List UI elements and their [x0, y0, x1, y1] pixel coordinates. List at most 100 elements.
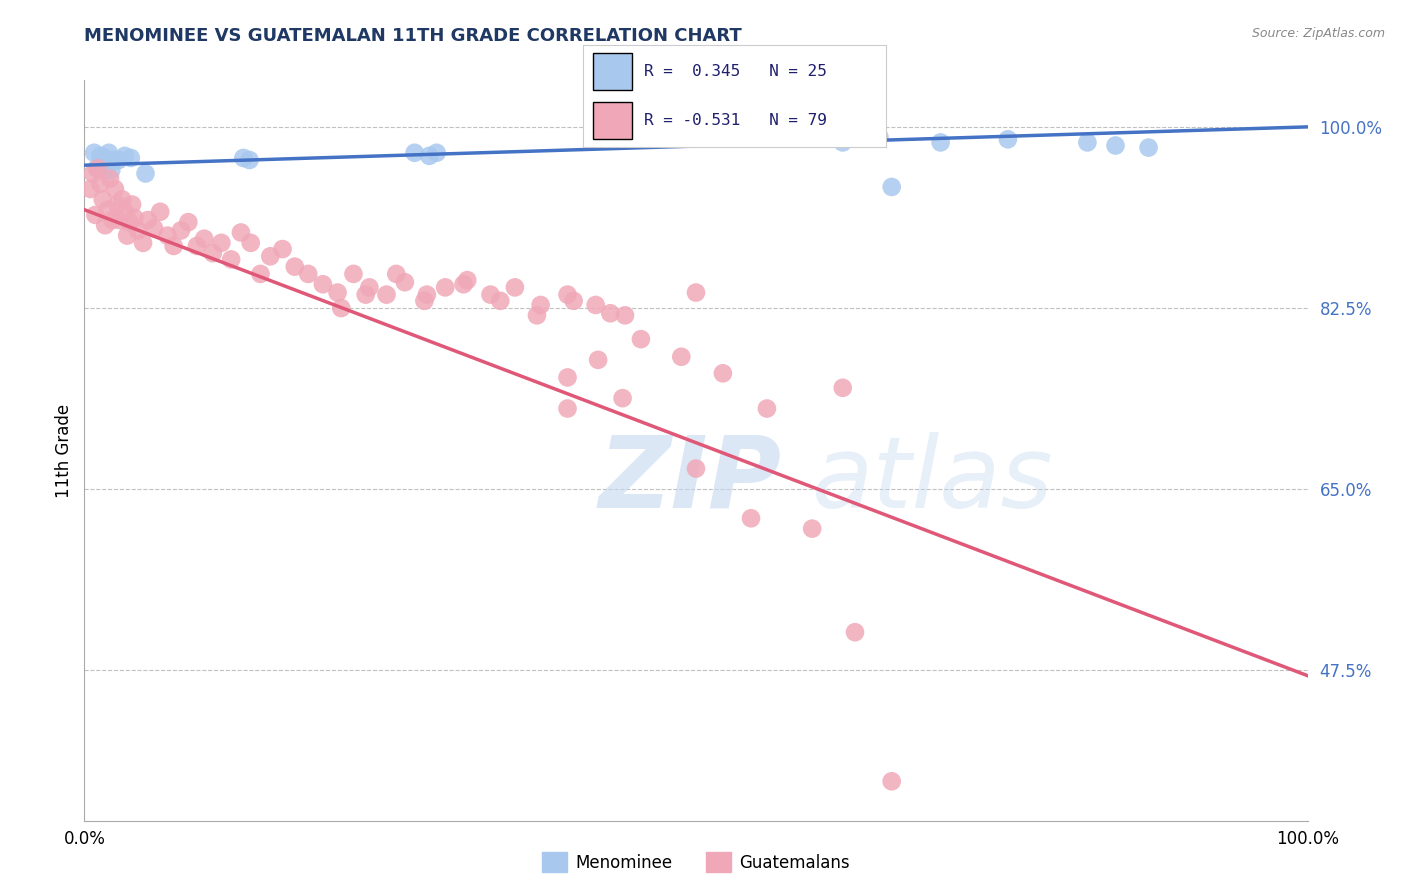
Point	[156, 228, 179, 243]
Point	[585, 298, 607, 312]
Point	[530, 298, 553, 312]
Point	[232, 151, 254, 165]
Point	[118, 215, 141, 229]
Text: atlas: atlas	[813, 432, 1054, 529]
Point	[86, 161, 108, 176]
Point	[418, 149, 440, 163]
Point	[342, 267, 364, 281]
Point	[685, 461, 707, 475]
Point	[1137, 140, 1160, 154]
Point	[93, 151, 115, 165]
Point	[201, 246, 224, 260]
Point	[456, 273, 478, 287]
Point	[100, 163, 122, 178]
Point	[115, 228, 138, 243]
Point	[135, 166, 157, 180]
Point	[101, 213, 124, 227]
Point	[562, 293, 585, 308]
Point	[413, 293, 436, 308]
Point	[186, 239, 208, 253]
Point	[326, 285, 349, 300]
Point	[249, 267, 271, 281]
Point	[711, 367, 734, 381]
Point	[84, 208, 107, 222]
Point	[108, 213, 131, 227]
Point	[91, 192, 114, 206]
Point	[359, 280, 381, 294]
Point	[354, 287, 377, 301]
Text: MENOMINEE VS GUATEMALAN 11TH GRADE CORRELATION CHART: MENOMINEE VS GUATEMALAN 11TH GRADE CORRE…	[84, 27, 742, 45]
Point	[239, 235, 262, 250]
Point	[97, 145, 120, 160]
Point	[120, 151, 142, 165]
Point	[404, 145, 426, 160]
Point	[844, 625, 866, 640]
Point	[557, 287, 579, 301]
Point	[297, 267, 319, 281]
Point	[416, 287, 439, 301]
Point	[98, 171, 121, 186]
Point	[880, 180, 903, 194]
Point	[121, 197, 143, 211]
Point	[869, 130, 891, 145]
Point	[831, 136, 853, 150]
Point	[94, 219, 117, 233]
Point	[997, 132, 1019, 146]
Point	[127, 223, 149, 237]
Point	[87, 161, 110, 176]
Text: ZIP: ZIP	[598, 432, 782, 529]
Point	[271, 242, 294, 256]
Point	[557, 370, 579, 384]
Point	[124, 211, 146, 225]
Point	[755, 401, 778, 416]
Point	[136, 213, 159, 227]
Point	[111, 192, 134, 206]
Point	[259, 249, 281, 263]
Point	[612, 391, 634, 405]
Text: R = -0.531   N = 79: R = -0.531 N = 79	[644, 113, 827, 128]
Point	[107, 153, 129, 167]
Point	[105, 197, 128, 211]
Point	[434, 280, 457, 294]
Point	[312, 277, 335, 292]
Point	[83, 145, 105, 160]
Point	[193, 232, 215, 246]
Point	[97, 202, 120, 217]
Point	[489, 293, 512, 308]
Point	[103, 153, 125, 167]
Point	[929, 136, 952, 150]
Point	[453, 277, 475, 292]
Point	[209, 235, 232, 250]
Point	[375, 287, 398, 301]
Point	[557, 401, 579, 416]
Point	[740, 511, 762, 525]
Point	[114, 204, 136, 219]
Point	[831, 381, 853, 395]
Legend: Menominee, Guatemalans: Menominee, Guatemalans	[536, 846, 856, 879]
Point	[238, 153, 260, 167]
Point	[89, 149, 111, 163]
Point	[229, 226, 252, 240]
Point	[163, 239, 186, 253]
Point	[503, 280, 526, 294]
Point	[394, 275, 416, 289]
Point	[143, 221, 166, 235]
Point	[284, 260, 307, 274]
Point	[177, 215, 200, 229]
Point	[426, 145, 449, 160]
Point	[671, 350, 693, 364]
Point	[149, 204, 172, 219]
Point	[170, 223, 193, 237]
Point	[82, 166, 104, 180]
Point	[801, 522, 824, 536]
Point	[479, 287, 502, 301]
Y-axis label: 11th Grade: 11th Grade	[55, 403, 73, 498]
Point	[132, 235, 155, 250]
Point	[1076, 136, 1098, 150]
FancyBboxPatch shape	[592, 102, 631, 139]
Point	[219, 252, 242, 267]
Point	[526, 309, 548, 323]
Point	[880, 774, 903, 789]
Text: R =  0.345   N = 25: R = 0.345 N = 25	[644, 63, 827, 78]
Text: Source: ZipAtlas.com: Source: ZipAtlas.com	[1251, 27, 1385, 40]
